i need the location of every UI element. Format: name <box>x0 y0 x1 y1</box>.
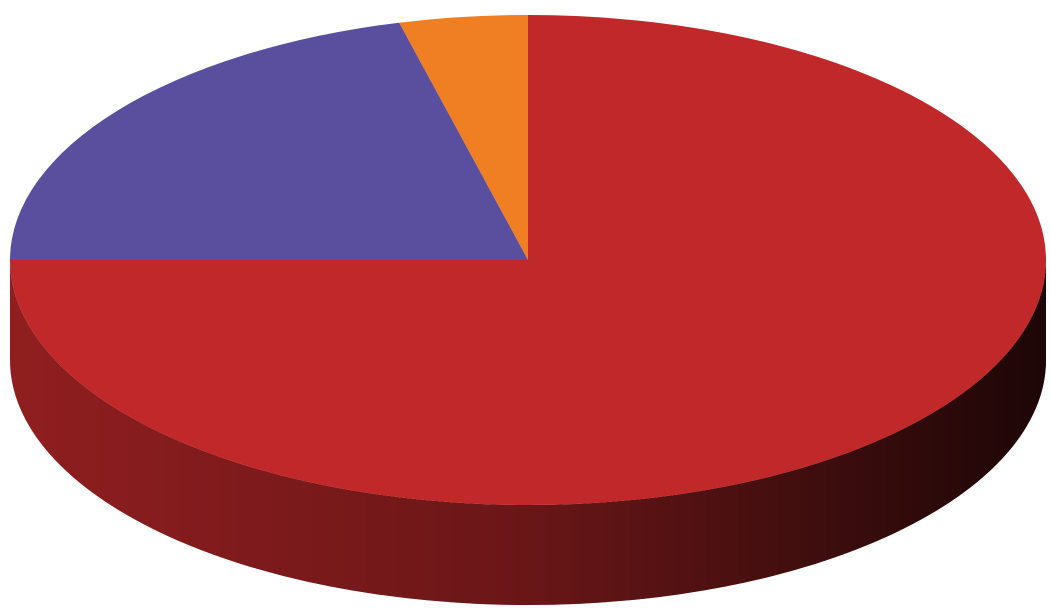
pie-slice <box>10 22 528 260</box>
pie-side-shade <box>10 260 1046 605</box>
pie-slice <box>10 15 1046 505</box>
pie-slice <box>399 15 528 260</box>
